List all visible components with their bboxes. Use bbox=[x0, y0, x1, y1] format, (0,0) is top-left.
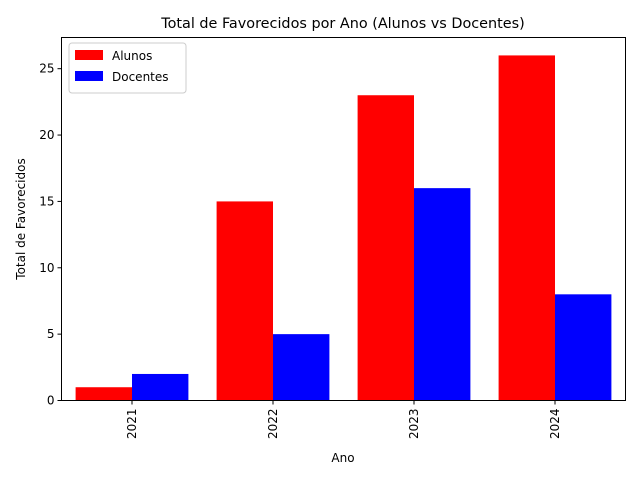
y-tick-label: 20 bbox=[39, 128, 54, 142]
legend: Alunos Docentes bbox=[68, 42, 187, 94]
bar-alunos-2024 bbox=[498, 55, 555, 401]
y-tick-label: 15 bbox=[39, 194, 54, 208]
bar-alunos-2023 bbox=[357, 95, 414, 401]
bars-layer bbox=[75, 55, 612, 401]
legend-swatch-alunos bbox=[75, 50, 103, 60]
chart-title: Total de Favorecidos por Ano (Alunos vs … bbox=[160, 16, 525, 32]
y-axis-label: Total de Favorecidos bbox=[14, 158, 28, 280]
x-tick-label: 2024 bbox=[548, 409, 562, 440]
x-tick-label: 2021 bbox=[125, 409, 139, 440]
bar-docentes-2022 bbox=[273, 334, 330, 401]
plot-frame bbox=[61, 37, 626, 401]
x-axis-label: Ano bbox=[331, 451, 354, 465]
bar-alunos-2021 bbox=[75, 387, 132, 401]
y-tick-label: 0 bbox=[47, 394, 55, 408]
x-axis-ticks: 2021 2022 2023 2024 bbox=[125, 400, 562, 440]
bar-alunos-2022 bbox=[216, 201, 273, 401]
y-tick-label: 10 bbox=[39, 261, 54, 275]
y-tick-label: 25 bbox=[39, 62, 54, 76]
legend-swatch-docentes bbox=[75, 71, 103, 81]
bar-docentes-2021 bbox=[132, 373, 189, 401]
y-axis-ticks: 0 5 10 15 20 25 bbox=[39, 62, 62, 408]
legend-label-docentes: Docentes bbox=[112, 70, 169, 84]
bar-docentes-2024 bbox=[555, 294, 612, 401]
x-tick-label: 2022 bbox=[266, 409, 280, 440]
legend-label-alunos: Alunos bbox=[112, 49, 152, 63]
y-tick-label: 5 bbox=[47, 327, 55, 341]
x-tick-label: 2023 bbox=[407, 409, 421, 440]
bar-docentes-2023 bbox=[414, 188, 471, 401]
